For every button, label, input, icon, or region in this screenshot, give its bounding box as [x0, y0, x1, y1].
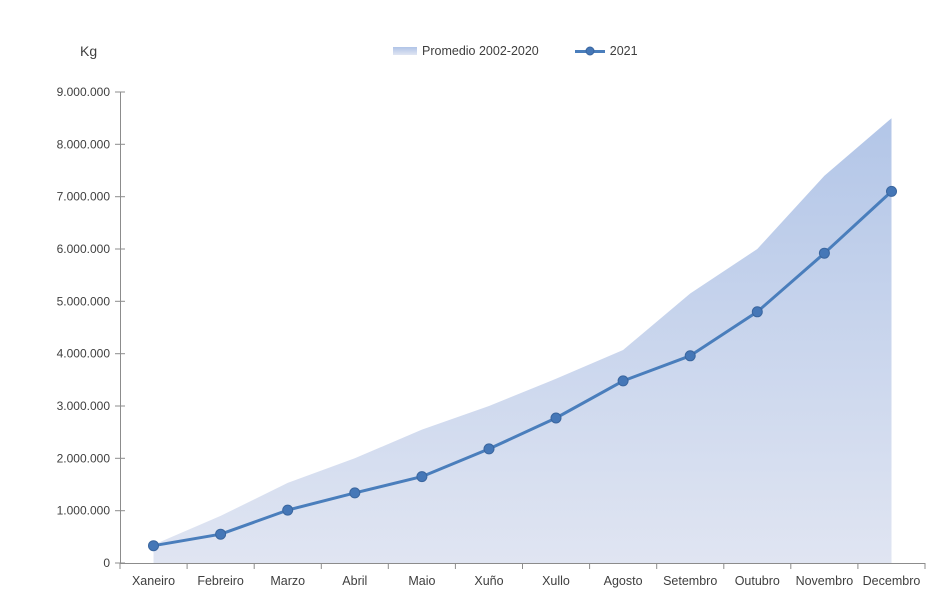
- svg-text:3.000.000: 3.000.000: [57, 399, 111, 413]
- y-axis-unit-label: Kg: [80, 43, 98, 59]
- svg-text:Outubro: Outubro: [735, 574, 780, 588]
- line-marker-dot-icon: [585, 46, 595, 56]
- svg-text:Abril: Abril: [342, 574, 367, 588]
- svg-text:9.000.000: 9.000.000: [57, 85, 111, 99]
- area-series-swatch-icon: [393, 47, 417, 55]
- svg-text:Novembro: Novembro: [796, 574, 854, 588]
- legend-item-promedio: Promedio 2002-2020: [393, 44, 539, 58]
- svg-text:6.000.000: 6.000.000: [57, 242, 111, 256]
- chart-legend: Promedio 2002-2020 2021: [393, 44, 638, 58]
- svg-text:Maio: Maio: [408, 574, 435, 588]
- svg-text:Decembro: Decembro: [863, 574, 921, 588]
- svg-text:Setembro: Setembro: [663, 574, 717, 588]
- legend-label-2021: 2021: [609, 44, 638, 58]
- svg-text:4.000.000: 4.000.000: [57, 347, 111, 361]
- svg-text:Xullo: Xullo: [542, 574, 570, 588]
- svg-text:Marzo: Marzo: [270, 574, 305, 588]
- svg-text:7.000.000: 7.000.000: [57, 190, 111, 204]
- svg-text:5.000.000: 5.000.000: [57, 294, 111, 308]
- svg-text:Agosto: Agosto: [604, 574, 643, 588]
- legend-label-promedio: Promedio 2002-2020: [422, 44, 539, 58]
- svg-text:Febreiro: Febreiro: [197, 574, 244, 588]
- line-series-swatch-icon: [574, 46, 605, 56]
- legend-item-2021: 2021: [574, 44, 638, 58]
- svg-text:2.000.000: 2.000.000: [57, 451, 111, 465]
- svg-text:Xaneiro: Xaneiro: [132, 574, 175, 588]
- svg-text:8.000.000: 8.000.000: [57, 137, 111, 151]
- svg-text:Xuño: Xuño: [474, 574, 503, 588]
- svg-text:1.000.000: 1.000.000: [57, 504, 111, 518]
- svg-text:0: 0: [103, 556, 110, 570]
